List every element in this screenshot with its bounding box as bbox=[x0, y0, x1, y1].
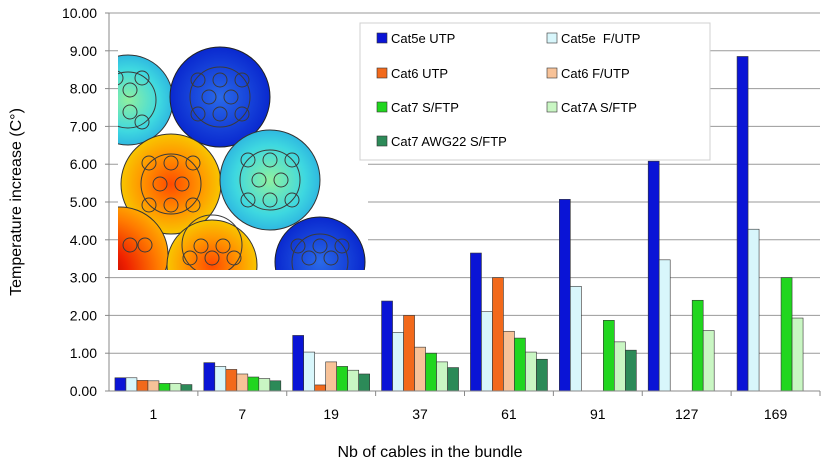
legend-swatch bbox=[546, 67, 558, 79]
bar bbox=[414, 346, 426, 392]
bar bbox=[203, 362, 216, 392]
x-tick-label: 7 bbox=[238, 406, 246, 422]
bar bbox=[381, 300, 393, 392]
bar bbox=[136, 380, 149, 392]
bar bbox=[536, 358, 548, 392]
y-tick-label: 4.00 bbox=[70, 232, 97, 248]
bar bbox=[481, 311, 493, 392]
bar bbox=[436, 361, 448, 392]
bars bbox=[114, 56, 804, 392]
x-tick-labels: 1 7 19 37 61 91 127 169 bbox=[150, 391, 821, 422]
legend-label: Cat7 S/FTP bbox=[391, 100, 459, 115]
bar bbox=[247, 376, 260, 392]
bar bbox=[559, 199, 571, 392]
bar bbox=[791, 317, 804, 392]
thermal-inset-image bbox=[118, 45, 368, 270]
bar bbox=[702, 330, 715, 392]
legend-swatch bbox=[546, 101, 558, 113]
bar bbox=[269, 380, 282, 392]
bar bbox=[114, 377, 127, 392]
y-tick-label: 10.00 bbox=[62, 5, 97, 21]
legend-label: Cat6 F/UTP bbox=[561, 66, 630, 81]
bar bbox=[780, 277, 793, 392]
bar bbox=[503, 330, 515, 392]
bar bbox=[625, 349, 637, 392]
bar bbox=[336, 366, 348, 392]
legend-label: Cat5e F/UTP bbox=[561, 31, 640, 46]
y-tick-label: 9.00 bbox=[70, 43, 97, 59]
bar bbox=[570, 285, 582, 392]
y-tick-label: 0.00 bbox=[70, 383, 97, 399]
x-tick-label: 169 bbox=[764, 406, 788, 422]
bar bbox=[736, 56, 749, 392]
bar bbox=[258, 378, 271, 392]
legend-label: Cat7 AWG22 S/FTP bbox=[391, 134, 507, 149]
bar bbox=[214, 366, 227, 392]
bar bbox=[292, 335, 304, 392]
bar bbox=[514, 337, 526, 392]
bar bbox=[614, 341, 626, 392]
bar bbox=[125, 377, 138, 392]
bar bbox=[158, 383, 171, 392]
bar bbox=[147, 380, 160, 392]
bar bbox=[392, 332, 404, 392]
bar bbox=[525, 351, 537, 392]
bar bbox=[347, 369, 359, 392]
bar bbox=[658, 259, 671, 392]
legend-swatch bbox=[376, 101, 388, 113]
x-tick-label: 91 bbox=[590, 406, 606, 422]
x-tick-label: 127 bbox=[675, 406, 699, 422]
y-tick-label: 2.00 bbox=[70, 307, 97, 323]
bar bbox=[180, 384, 193, 392]
bar bbox=[303, 351, 315, 392]
x-tick-label: 1 bbox=[150, 406, 158, 422]
legend-label: Cat7A S/FTP bbox=[561, 100, 637, 115]
bar bbox=[492, 277, 504, 392]
bar bbox=[225, 369, 238, 392]
legend-swatch bbox=[546, 32, 558, 44]
y-axis-title: Temperature increase (C°) bbox=[8, 108, 25, 296]
y-tick-label: 8.00 bbox=[70, 81, 97, 97]
bar bbox=[747, 228, 760, 392]
x-tick-label: 37 bbox=[412, 406, 428, 422]
y-tick-label: 7.00 bbox=[70, 118, 97, 134]
y-tick-label: 5.00 bbox=[70, 194, 97, 210]
bar bbox=[169, 383, 182, 392]
legend-swatch bbox=[376, 135, 388, 147]
bar bbox=[447, 367, 459, 392]
y-tick-label: 6.00 bbox=[70, 156, 97, 172]
bar bbox=[691, 299, 704, 392]
legend-swatch bbox=[376, 67, 388, 79]
bar bbox=[425, 352, 437, 392]
y-tick-label: 1.00 bbox=[70, 345, 97, 361]
bar bbox=[603, 320, 615, 392]
x-axis-title: Nb of cables in the bundle bbox=[337, 444, 522, 461]
legend: Cat5e UTP Cat5e F/UTP Cat6 UTP Cat6 F/UTP Ca… bbox=[359, 22, 711, 161]
x-tick-label: 19 bbox=[323, 406, 339, 422]
bar bbox=[314, 384, 326, 392]
bar bbox=[403, 315, 415, 392]
y-tick-label: 3.00 bbox=[70, 270, 97, 286]
legend-label: Cat6 UTP bbox=[391, 66, 448, 81]
legend-swatch bbox=[376, 32, 388, 44]
y-tick-labels: 0.00 1.00 2.00 3.00 4.00 5.00 6.00 7.00 8.00 9.00… bbox=[62, 5, 109, 399]
bar bbox=[325, 361, 337, 392]
x-tick-label: 61 bbox=[501, 406, 517, 422]
bar bbox=[358, 373, 370, 392]
bar bbox=[647, 160, 660, 392]
bar bbox=[236, 373, 249, 392]
bar bbox=[470, 252, 482, 392]
legend-label: Cat5e UTP bbox=[391, 31, 455, 46]
